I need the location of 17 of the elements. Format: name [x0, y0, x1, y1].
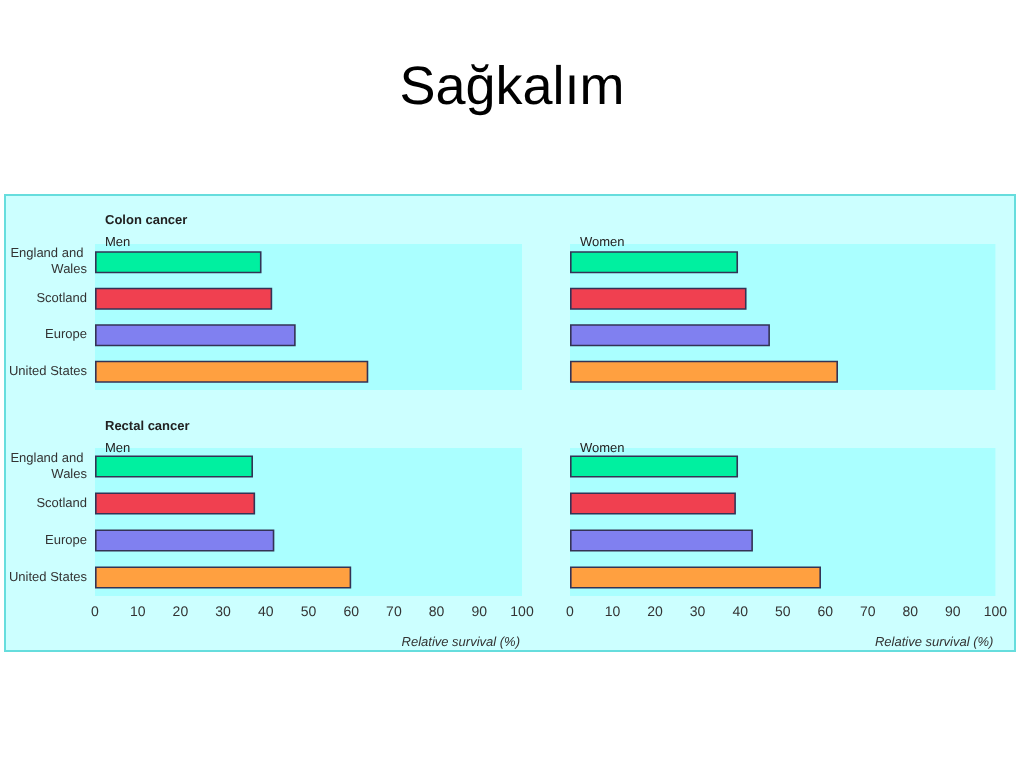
bar	[95, 360, 369, 383]
bar	[570, 492, 736, 515]
bar	[95, 529, 275, 552]
bar	[95, 492, 256, 515]
bar	[570, 529, 753, 552]
bar	[570, 287, 747, 310]
bar	[95, 455, 253, 478]
bar	[95, 287, 273, 310]
bar	[95, 251, 262, 274]
bar	[570, 251, 739, 274]
bar	[570, 324, 770, 347]
bar	[95, 566, 352, 589]
bar	[570, 455, 739, 478]
bar	[570, 360, 838, 383]
text: Sağkalım	[397, 56, 627, 118]
bar	[95, 324, 296, 347]
bar	[570, 566, 821, 589]
